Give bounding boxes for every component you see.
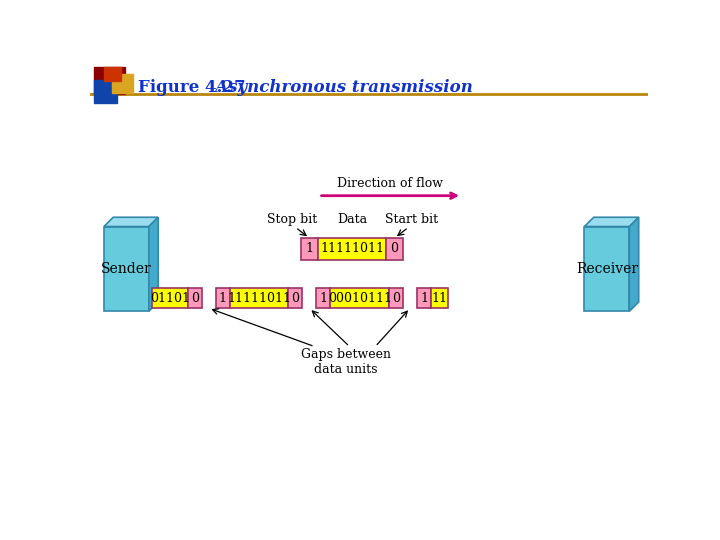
Text: 1: 1 bbox=[219, 292, 227, 305]
Text: Sender: Sender bbox=[101, 262, 152, 276]
Text: 11111011: 11111011 bbox=[320, 242, 384, 255]
Text: 1: 1 bbox=[319, 292, 328, 305]
Text: 0: 0 bbox=[392, 292, 400, 305]
Text: Data: Data bbox=[337, 213, 367, 226]
FancyBboxPatch shape bbox=[316, 288, 330, 308]
Text: 01101: 01101 bbox=[150, 292, 190, 305]
Text: 0: 0 bbox=[390, 242, 399, 255]
FancyBboxPatch shape bbox=[318, 238, 386, 260]
FancyBboxPatch shape bbox=[431, 288, 448, 308]
FancyBboxPatch shape bbox=[289, 288, 302, 308]
FancyBboxPatch shape bbox=[215, 288, 230, 308]
FancyBboxPatch shape bbox=[230, 288, 289, 308]
Polygon shape bbox=[629, 217, 639, 311]
Text: 00010111: 00010111 bbox=[328, 292, 392, 305]
Text: Gaps between
data units: Gaps between data units bbox=[301, 348, 391, 376]
FancyBboxPatch shape bbox=[330, 288, 389, 308]
Text: Direction of flow: Direction of flow bbox=[337, 177, 443, 190]
Text: 0: 0 bbox=[191, 292, 199, 305]
FancyBboxPatch shape bbox=[389, 288, 403, 308]
FancyBboxPatch shape bbox=[104, 226, 149, 311]
Bar bbox=[104, 67, 121, 81]
Bar bbox=[94, 80, 117, 103]
Text: 1: 1 bbox=[420, 292, 428, 305]
FancyBboxPatch shape bbox=[417, 288, 431, 308]
FancyBboxPatch shape bbox=[188, 288, 202, 308]
FancyBboxPatch shape bbox=[585, 226, 629, 311]
Text: Figure 4.27: Figure 4.27 bbox=[138, 79, 246, 96]
Text: Stop bit: Stop bit bbox=[267, 213, 318, 226]
Text: Asynchronous transmission: Asynchronous transmission bbox=[199, 79, 473, 96]
Bar bbox=[112, 74, 133, 93]
Text: Start bit: Start bit bbox=[385, 213, 438, 226]
Text: 11111011: 11111011 bbox=[227, 292, 291, 305]
Text: Receiver: Receiver bbox=[576, 262, 638, 276]
Text: 1: 1 bbox=[305, 242, 313, 255]
Bar bbox=[94, 67, 125, 94]
FancyBboxPatch shape bbox=[386, 238, 403, 260]
Polygon shape bbox=[585, 217, 639, 226]
FancyBboxPatch shape bbox=[301, 238, 318, 260]
Polygon shape bbox=[104, 217, 158, 226]
Text: 0: 0 bbox=[292, 292, 300, 305]
Polygon shape bbox=[149, 217, 158, 311]
FancyBboxPatch shape bbox=[152, 288, 188, 308]
Text: 11: 11 bbox=[431, 292, 448, 305]
